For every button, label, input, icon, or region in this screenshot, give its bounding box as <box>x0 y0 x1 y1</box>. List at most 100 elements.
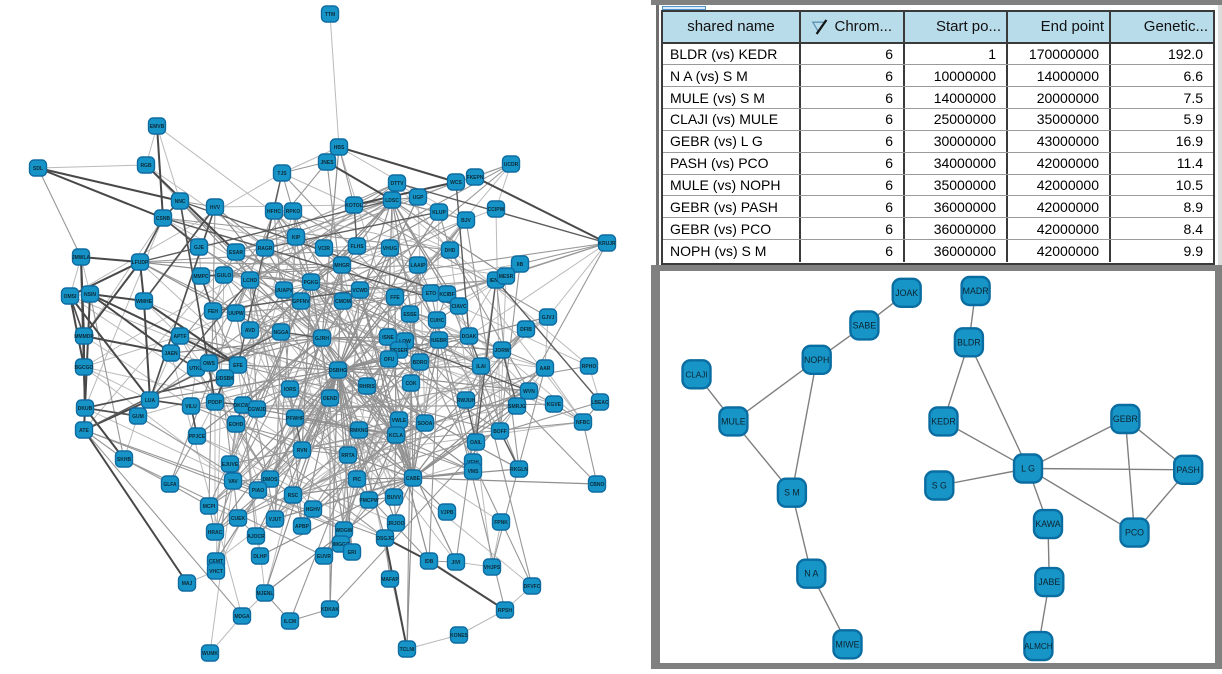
svg-text:MIWE: MIWE <box>836 639 860 649</box>
svg-text:OAIL: OAIL <box>470 440 482 446</box>
svg-text:HVV: HVV <box>210 205 221 211</box>
svg-text:OWS: OWS <box>203 361 216 367</box>
svg-text:AJOCR: AJOCR <box>247 534 265 540</box>
svg-text:ATE: ATE <box>79 428 89 434</box>
svg-text:ETO: ETO <box>426 291 436 297</box>
svg-text:GJVJ: GJVJ <box>542 315 555 321</box>
svg-text:RESER: RESER <box>390 348 408 354</box>
svg-text:KRUJR: KRUJR <box>598 241 616 247</box>
svg-text:DFIB: DFIB <box>520 327 532 333</box>
svg-text:VILU: VILU <box>185 404 197 410</box>
svg-text:RKGLN: RKGLN <box>510 467 528 473</box>
svg-text:KIP: KIP <box>292 235 301 241</box>
svg-text:WCS: WCS <box>450 180 462 186</box>
svg-text:NSIN: NSIN <box>84 292 96 298</box>
svg-text:GPFNV: GPFNV <box>292 299 310 305</box>
svg-text:MDGA: MDGA <box>234 614 250 620</box>
svg-text:UGP: UGP <box>413 195 425 201</box>
svg-text:ESSE: ESSE <box>403 312 417 318</box>
svg-text:JORW: JORW <box>495 348 510 354</box>
svg-text:LDSC: LDSC <box>385 198 399 204</box>
svg-text:BDRO: BDRO <box>413 360 428 366</box>
svg-text:WUMK: WUMK <box>202 651 218 657</box>
svg-text:VHCT: VHCT <box>209 569 223 575</box>
svg-text:DKUB: DKUB <box>78 406 93 412</box>
svg-text:VHJPS: VHJPS <box>484 565 501 571</box>
svg-text:RPKO: RPKO <box>286 209 301 215</box>
svg-text:LBEAC: LBEAC <box>591 400 609 406</box>
svg-text:PCO: PCO <box>1125 528 1144 538</box>
svg-text:CUEK: CUEK <box>231 516 246 522</box>
svg-text:RPHO: RPHO <box>582 364 597 370</box>
svg-text:ILCM: ILCM <box>284 619 296 625</box>
svg-text:PMCPW: PMCPW <box>359 498 378 504</box>
svg-text:BGCGO: BGCGO <box>75 365 94 371</box>
svg-text:ISNE: ISNE <box>382 335 394 341</box>
svg-text:RAGR: RAGR <box>258 246 273 252</box>
svg-text:GUM: GUM <box>132 414 144 420</box>
svg-text:VCWD: VCWD <box>352 288 368 294</box>
svg-text:VAV: VAV <box>228 479 238 485</box>
svg-text:UCDR: UCDR <box>504 162 519 168</box>
svg-text:NNC: NNC <box>175 199 186 205</box>
svg-text:RMKNG: RMKNG <box>350 428 369 434</box>
svg-text:KONES: KONES <box>450 633 468 639</box>
svg-text:MULE: MULE <box>721 416 746 426</box>
svg-text:UUPW: UUPW <box>228 311 244 317</box>
svg-text:AVD: AVD <box>245 328 256 334</box>
svg-text:FLHS: FLHS <box>350 244 364 250</box>
svg-text:VJPB: VJPB <box>440 510 453 516</box>
svg-text:MJENL: MJENL <box>257 591 274 597</box>
svg-text:RRTA: RRTA <box>341 453 355 459</box>
svg-text:VMS: VMS <box>468 469 480 475</box>
svg-text:JAEN: JAEN <box>164 351 178 357</box>
svg-text:KOTOL: KOTOL <box>345 203 362 209</box>
svg-text:UUAPV: UUAPV <box>275 288 293 294</box>
svg-text:HRAC: HRAC <box>208 530 223 536</box>
svg-text:CABE: CABE <box>406 476 421 482</box>
svg-text:TTM: TTM <box>325 12 335 18</box>
svg-text:BJV: BJV <box>461 218 471 224</box>
svg-text:PIAO: PIAO <box>252 488 264 494</box>
svg-text:KDKAK: KDKAK <box>321 607 339 613</box>
svg-text:MAJ: MAJ <box>182 581 193 587</box>
svg-text:PPJCE: PPJCE <box>189 434 206 440</box>
svg-text:GJE: GJE <box>194 245 205 251</box>
svg-text:PASH: PASH <box>1177 465 1200 475</box>
svg-text:CMOM: CMOM <box>335 299 351 305</box>
svg-text:RSC: RSC <box>288 493 299 499</box>
svg-text:LCHD: LCHD <box>243 278 257 284</box>
svg-text:TCLNI: TCLNI <box>400 647 415 653</box>
svg-text:NOPH: NOPH <box>804 355 829 365</box>
svg-text:TJS: TJS <box>277 171 287 177</box>
svg-text:DTTV: DTTV <box>390 181 404 187</box>
svg-text:BOFF: BOFF <box>493 429 507 435</box>
svg-text:IIB: IIB <box>517 262 524 268</box>
svg-text:JOAK: JOAK <box>895 288 918 298</box>
svg-text:HFHC: HFHC <box>267 209 281 215</box>
svg-text:JIVI: JIVI <box>452 560 462 566</box>
svg-text:WDGW: WDGW <box>336 528 353 534</box>
svg-text:OKCWH: OKCWH <box>233 403 253 409</box>
svg-text:EOHD: EOHD <box>229 422 244 428</box>
svg-text:SDL: SDL <box>33 166 43 172</box>
svg-text:JNES: JNES <box>320 160 334 166</box>
svg-text:SABE: SABE <box>853 320 877 330</box>
svg-text:KAWA: KAWA <box>1035 519 1060 529</box>
svg-text:S G: S G <box>932 481 947 491</box>
svg-text:PFWHF: PFWHF <box>286 416 304 422</box>
svg-text:ALMCH: ALMCH <box>1024 642 1053 651</box>
svg-text:MADR: MADR <box>963 286 989 296</box>
svg-text:EUVR: EUVR <box>317 554 331 560</box>
svg-text:KLUP: KLUP <box>432 210 446 216</box>
svg-text:CIAVC: CIAVC <box>451 304 467 310</box>
svg-text:GLFA: GLFA <box>163 482 177 488</box>
svg-text:PGKG: PGKG <box>304 280 319 286</box>
svg-text:OEND: OEND <box>323 396 338 402</box>
svg-text:DFVFC: DFVFC <box>524 584 541 590</box>
svg-text:MESR: MESR <box>499 274 514 280</box>
svg-text:WMHE: WMHE <box>136 299 152 305</box>
svg-text:CGWJD: CGWJD <box>248 407 267 413</box>
svg-text:MMPC: MMPC <box>193 274 209 280</box>
svg-text:NGGA: NGGA <box>274 330 289 336</box>
